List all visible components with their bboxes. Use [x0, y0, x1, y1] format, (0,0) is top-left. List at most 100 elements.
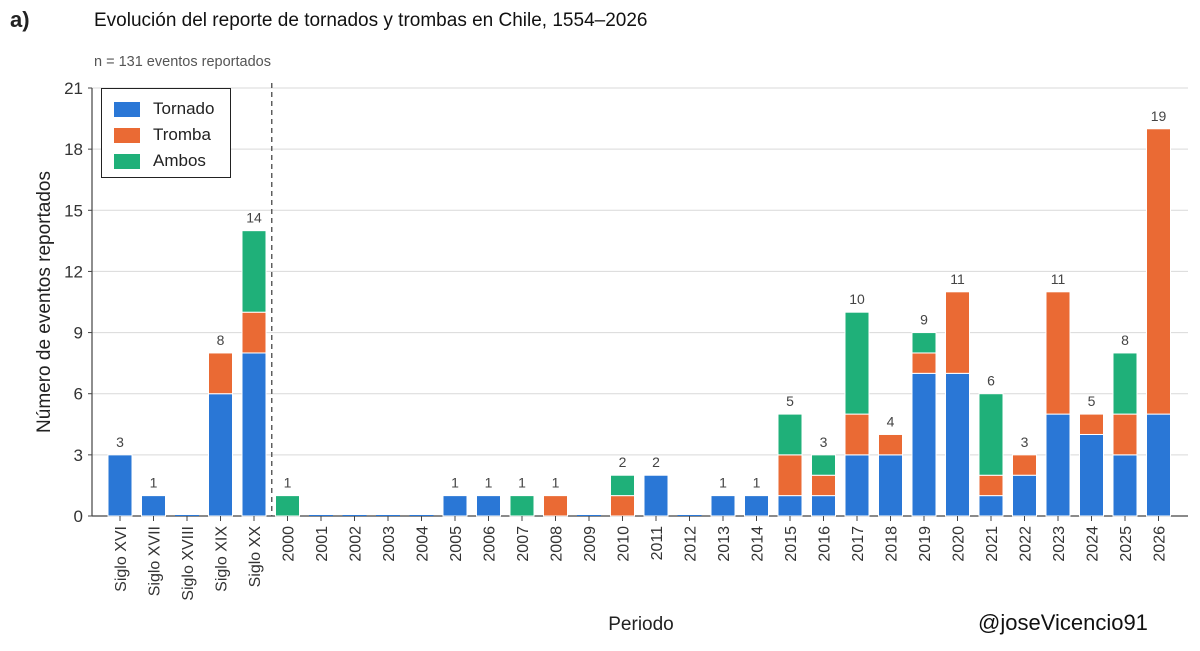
x-tick-label: Siglo XVI — [113, 526, 130, 592]
x-tick-label: 2003 — [381, 526, 398, 562]
y-tick-label: 3 — [74, 446, 83, 465]
bar-segment-tornado — [241, 352, 267, 517]
bar-total-label: 3 — [1021, 434, 1029, 450]
legend-label-tromba: Tromba — [153, 125, 211, 144]
x-tick-label: Siglo XVII — [147, 526, 164, 596]
bar-segment-tornado — [911, 372, 937, 517]
x-tick-label: 2012 — [683, 526, 700, 562]
x-tick-label: 2016 — [817, 526, 834, 562]
bar-segment-ambos — [844, 311, 870, 415]
bar-segment-tornado — [1146, 413, 1171, 517]
bar-segment-tornado — [643, 474, 669, 517]
panel-label: a) — [10, 7, 30, 32]
bar-segment-tromba — [844, 413, 870, 456]
bar-total-label: 1 — [518, 475, 526, 491]
bar-total-label: 1 — [719, 475, 727, 491]
bar-segment-tromba — [811, 474, 836, 497]
bar-segment-tromba — [1146, 128, 1171, 415]
bar-segment-tromba — [1112, 413, 1138, 456]
chart-subtitle: n = 131 eventos reportados — [94, 54, 271, 70]
bar-total-label: 1 — [284, 475, 292, 491]
x-tick-label: 2019 — [917, 526, 934, 562]
bar-segment-tornado — [476, 495, 501, 517]
bar-total-label: 1 — [485, 475, 493, 491]
bar-total-label: 10 — [849, 291, 865, 307]
bar-total-label: 1 — [150, 475, 158, 491]
bar-segment-ambos — [777, 413, 803, 456]
x-tick-label: 2004 — [415, 526, 432, 562]
bar-segment-tornado — [844, 454, 870, 517]
bar-segment-tornado — [107, 454, 133, 517]
bar-segment-tromba — [911, 352, 937, 374]
x-tick-label: 2005 — [448, 526, 465, 562]
bar-segment-tromba — [610, 495, 635, 517]
x-tick-label: 2026 — [1152, 526, 1169, 562]
author-handle: @joseVicencio91 — [978, 610, 1148, 635]
bar-total-label: 6 — [987, 373, 995, 389]
bar-segment-tornado — [945, 372, 970, 517]
bar-total-label: 14 — [246, 210, 262, 226]
legend-swatch-ambos — [114, 153, 140, 169]
bar-segment-tromba — [543, 495, 568, 517]
x-tick-label: 2001 — [314, 526, 331, 562]
x-tick-label: 2015 — [783, 526, 800, 562]
y-tick-label: 15 — [64, 201, 83, 220]
x-tick-label: Siglo XX — [247, 526, 264, 588]
bar-total-label: 19 — [1151, 108, 1167, 124]
bar-segment-tromba — [777, 454, 803, 497]
bar-total-label: 5 — [786, 393, 794, 409]
bar-total-label: 5 — [1088, 393, 1096, 409]
bar-segment-ambos — [911, 332, 937, 354]
bar-segment-tromba — [878, 433, 903, 456]
legend-item-ambos: Ambos — [114, 148, 230, 174]
y-axis-label: Número de eventos reportados — [34, 171, 55, 433]
bar-segment-tromba — [1012, 454, 1037, 476]
x-tick-label: Siglo XVIII — [180, 526, 197, 601]
bar-segment-tromba — [241, 311, 267, 354]
bar-total-label: 11 — [950, 271, 965, 287]
x-tick-label: Siglo XIX — [214, 526, 231, 592]
legend-swatch-tornado — [114, 101, 140, 117]
bar-segment-ambos — [1112, 352, 1138, 415]
bar-total-label: 11 — [1051, 271, 1066, 287]
x-tick-label: 2006 — [482, 526, 499, 562]
x-tick-label: 2017 — [850, 526, 867, 562]
legend-item-tromba: Tromba — [114, 122, 230, 148]
bar-total-label: 2 — [652, 454, 660, 470]
x-tick-label: 2013 — [716, 526, 733, 562]
bar-segment-tromba — [945, 291, 970, 374]
bar-segment-ambos — [610, 474, 635, 497]
y-tick-label: 0 — [74, 507, 83, 526]
x-tick-label: 2024 — [1085, 526, 1102, 562]
bar-total-label: 9 — [920, 312, 928, 328]
x-tick-label: 2010 — [616, 526, 633, 562]
x-tick-label: 2020 — [951, 526, 968, 562]
bar-segment-tornado — [442, 495, 468, 517]
legend-item-tornado: Tornado — [114, 96, 230, 122]
x-tick-label: 2009 — [582, 526, 599, 562]
x-tick-label: 2014 — [750, 526, 767, 562]
bar-segment-tornado — [978, 495, 1004, 517]
bar-total-label: 3 — [116, 434, 124, 450]
legend-label-tornado: Tornado — [153, 99, 215, 118]
bar-segment-tornado — [1012, 474, 1037, 517]
x-tick-label: 2022 — [1018, 526, 1035, 562]
x-tick-label: 2007 — [515, 526, 532, 562]
y-tick-label: 21 — [64, 79, 83, 98]
bar-total-label: 8 — [1121, 332, 1129, 348]
x-tick-label: 2025 — [1118, 526, 1135, 562]
bar-segment-ambos — [811, 454, 836, 476]
y-tick-label: 12 — [64, 262, 83, 281]
y-tick-label: 6 — [74, 385, 83, 404]
bar-segment-tornado — [141, 495, 166, 517]
bar-total-label: 1 — [753, 475, 761, 491]
bar-total-label: 8 — [217, 332, 225, 348]
x-tick-label: 2000 — [281, 526, 298, 562]
x-tick-label: 2002 — [348, 526, 365, 562]
bar-total-label: 3 — [820, 434, 828, 450]
bar-segment-tornado — [1112, 454, 1138, 517]
bar-segment-tornado — [811, 495, 836, 517]
bar-total-label: 1 — [451, 475, 459, 491]
y-tick-label: 18 — [64, 140, 83, 159]
